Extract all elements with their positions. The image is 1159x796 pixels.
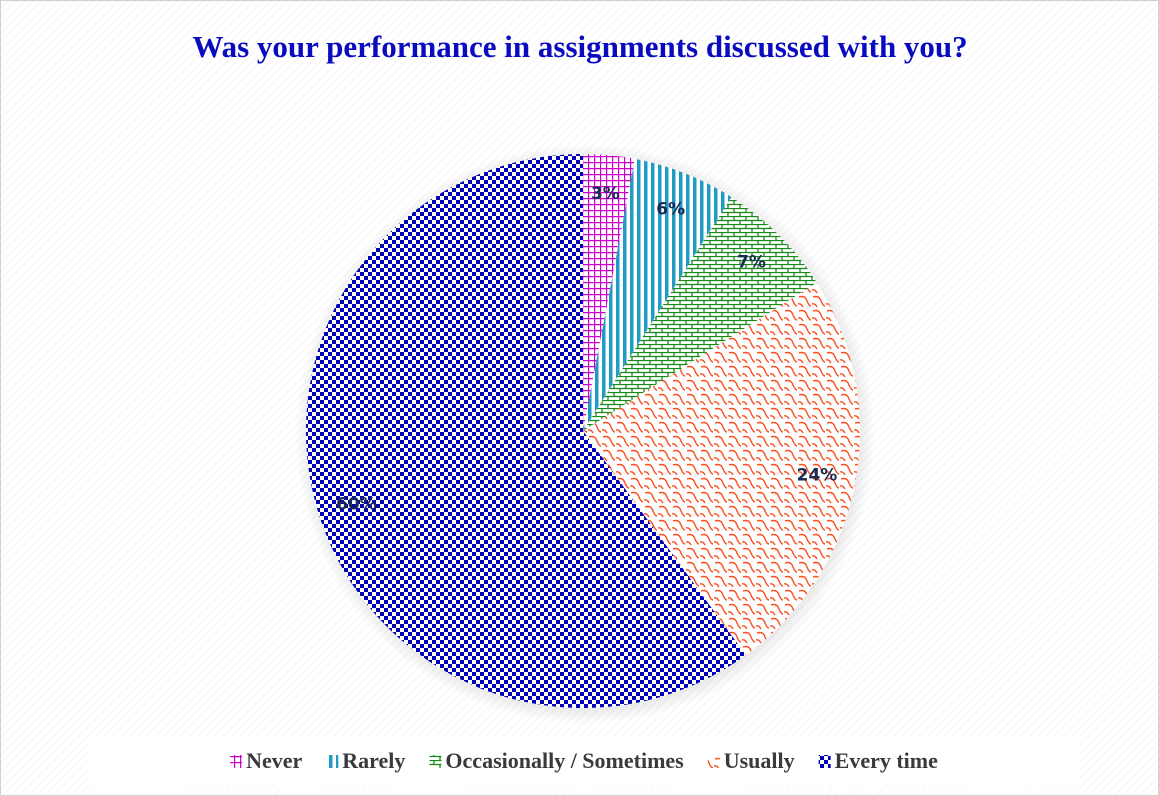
pie-slice bbox=[583, 158, 732, 431]
data-label: 7% bbox=[737, 253, 766, 273]
data-label: 3% bbox=[591, 184, 620, 204]
legend-swatch bbox=[707, 755, 720, 768]
legend-label: Rarely bbox=[342, 748, 405, 773]
pie-slice bbox=[583, 282, 860, 656]
legend-label: Usually bbox=[724, 748, 795, 773]
legend-label: Every time bbox=[835, 748, 938, 773]
pie-slice bbox=[306, 154, 746, 708]
legend-box bbox=[88, 737, 1080, 789]
legend-swatch bbox=[818, 755, 831, 768]
pie-slice bbox=[583, 154, 635, 431]
legend-swatch bbox=[326, 755, 339, 768]
legend-swatch bbox=[429, 755, 442, 768]
data-label: 60% bbox=[336, 495, 377, 515]
pie-slice bbox=[583, 197, 817, 431]
data-label: 6% bbox=[656, 200, 685, 220]
legend-label: Occasionally / Sometimes bbox=[445, 748, 684, 773]
data-label: 24% bbox=[797, 466, 838, 486]
chart-title: Was your performance in assignments disc… bbox=[192, 29, 968, 64]
legend-label: Never bbox=[246, 748, 302, 773]
legend-swatch bbox=[230, 755, 243, 768]
